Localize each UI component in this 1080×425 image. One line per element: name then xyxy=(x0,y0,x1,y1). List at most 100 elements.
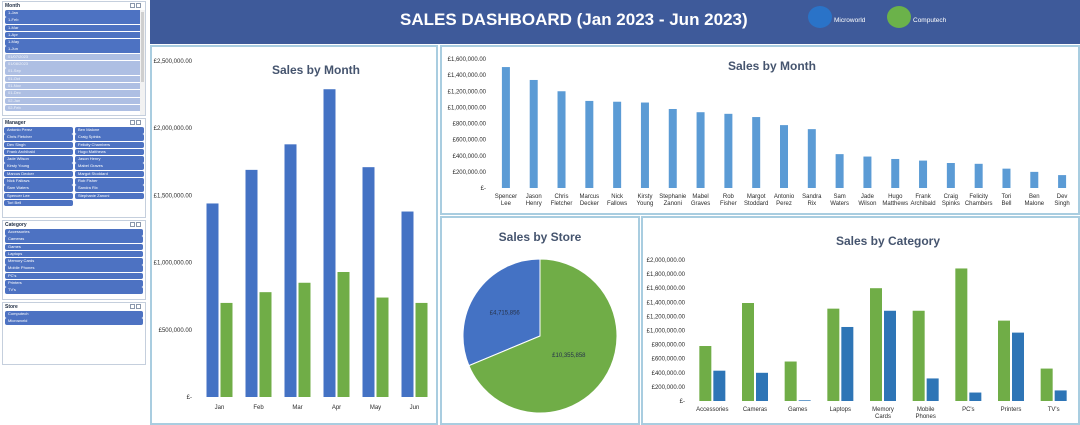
x-tick-label: Sam Waters xyxy=(830,194,849,207)
manager-slicer-item[interactable]: Hugo Matthews xyxy=(75,148,144,156)
category-slicer-item[interactable]: Laptops xyxy=(5,250,143,258)
manager-slicer-item[interactable]: Sandra Rix xyxy=(75,185,144,192)
month-slicer-item[interactable]: 1-Jun xyxy=(5,46,143,53)
bar-microworld xyxy=(401,211,414,397)
manager-slicer-item[interactable]: Dev Singh xyxy=(4,141,73,149)
month-slicer-item[interactable]: 02-Feb xyxy=(5,104,143,112)
manager-slicer-item[interactable]: Kirsty Young xyxy=(4,163,73,170)
bar-microworld xyxy=(756,372,768,401)
x-tick-label: Ben Malone xyxy=(1024,194,1044,207)
manager-slicer-item[interactable]: Antonio Perez xyxy=(4,127,73,134)
multi-select-icon[interactable] xyxy=(130,304,135,309)
month-slicer-item[interactable]: 1-Mar xyxy=(5,24,143,32)
slicer-controls xyxy=(129,3,143,8)
bar-manager xyxy=(835,154,844,188)
month-slicer-item[interactable]: 01/07/2023 xyxy=(5,53,143,61)
month-slicer-item[interactable]: 1-May xyxy=(5,39,143,46)
bar-computech xyxy=(870,288,882,401)
manager-slicer-item[interactable]: Craig Spinks xyxy=(75,134,144,141)
bar-microworld xyxy=(841,326,854,401)
dashboard-header: SALES DASHBOARD (Jan 2023 - Jun 2023) Mi… xyxy=(150,0,1080,44)
x-tick-label: Nick Fallows xyxy=(607,194,627,207)
manager-slicer-item[interactable]: Ben Malone xyxy=(75,127,144,134)
chart-title: Sales by Store xyxy=(499,230,582,244)
manager-slicer-item[interactable]: Tori Bell xyxy=(4,199,73,207)
month-slicer-item[interactable]: 1-Jan xyxy=(5,10,143,17)
bar-computech xyxy=(912,310,925,401)
scrollbar-thumb[interactable] xyxy=(141,12,144,82)
multi-select-icon[interactable] xyxy=(130,120,135,125)
sales-by-manager-chart: Sales by Month £- £200,000.00 £400,000.00 £6… xyxy=(448,57,1070,207)
manager-slicer-item[interactable]: Jade Wilson xyxy=(4,156,73,163)
manager-slicer-item[interactable]: Rob Fisher xyxy=(75,178,144,185)
category-slicer-item[interactable]: Cameras xyxy=(5,236,143,243)
y-tick-label: £800,000.00 xyxy=(453,122,487,128)
manager-slicer-label: Manager xyxy=(5,120,26,126)
manager-slicer-item[interactable]: Spencer Lee xyxy=(4,192,73,200)
month-slicer-item[interactable]: 01-Oct xyxy=(5,75,143,83)
x-tick-label: Jun xyxy=(410,405,420,411)
pie-slice-computech xyxy=(468,258,618,414)
x-tick-label: Jan xyxy=(215,405,225,411)
month-slicer-scrollbar[interactable] xyxy=(140,10,145,115)
clear-filter-icon[interactable] xyxy=(136,304,141,309)
category-slicer-item[interactable]: PC's xyxy=(5,272,143,280)
x-tick-label: Jason Henry xyxy=(526,194,542,207)
x-tick-label: Kirsty Young xyxy=(637,194,654,207)
manager-slicer-item[interactable]: Felicity Chambers xyxy=(75,141,144,149)
x-tick-label: Felicity Chambers xyxy=(965,194,993,207)
sales-by-month-panel: Sales by Month £- £500,000.00 £1,000,000.00… xyxy=(150,45,438,425)
store-slicer-label: Store xyxy=(5,304,18,310)
clear-filter-icon[interactable] xyxy=(136,222,141,227)
month-slicer-item[interactable]: 02-Jan xyxy=(5,97,143,105)
category-slicer-item[interactable]: Accessories xyxy=(5,229,143,236)
y-tick-label: £- xyxy=(187,395,192,401)
manager-slicer-item[interactable]: Stephanie Zanoni xyxy=(75,192,144,200)
month-slicer-item[interactable]: 1-Feb xyxy=(5,17,143,24)
clear-filter-icon[interactable] xyxy=(136,120,141,125)
bar-microworld xyxy=(362,167,375,397)
month-slicer-item[interactable]: 01-Nov xyxy=(5,82,143,90)
manager-slicer-item[interactable]: Marcus Decker xyxy=(4,170,73,178)
x-tick-label: Mabel Graves xyxy=(691,194,710,207)
month-slicer-item[interactable]: 01-Sep xyxy=(5,68,143,75)
manager-slicer-item[interactable]: Frank Archibald xyxy=(4,148,73,156)
bar-microworld xyxy=(798,400,811,401)
manager-slicer-item[interactable]: Jason Henry xyxy=(75,156,144,163)
category-slicer-item[interactable]: Games xyxy=(5,243,143,251)
bar-microworld xyxy=(969,392,982,401)
category-slicer-item[interactable]: Mobile Phones xyxy=(5,265,143,272)
bar-manager xyxy=(752,117,761,188)
bar-computech xyxy=(1040,368,1053,401)
x-tick-label: PC's xyxy=(962,407,974,413)
category-slicer-item[interactable]: Printers xyxy=(5,280,143,287)
y-tick-label: £2,500,000.00 xyxy=(154,59,193,65)
bar-computech xyxy=(298,282,311,397)
multi-select-icon[interactable] xyxy=(130,222,135,227)
sales-by-store-chart: Sales by Store £4,715,856 £10,355,858 xyxy=(462,230,618,414)
x-tick-label: Marcus Decker xyxy=(579,194,599,207)
store-slicer-item[interactable]: Microworld xyxy=(5,318,143,325)
computech-legend-swatch xyxy=(887,6,911,28)
category-slicer-item[interactable]: TV's xyxy=(5,287,143,294)
x-tick-label: Mar xyxy=(292,405,302,411)
month-slicer-item[interactable]: 01/08/2023 xyxy=(5,61,143,68)
month-slicer-item[interactable]: 1-Apr xyxy=(5,31,143,39)
dashboard-title: SALES DASHBOARD (Jan 2023 - Jun 2023) xyxy=(400,10,748,29)
manager-slicer-item[interactable]: Margot Stoddard xyxy=(75,170,144,178)
manager-slicer-item[interactable]: Mabel Graves xyxy=(75,163,144,170)
y-tick-label: £400,000.00 xyxy=(453,154,487,160)
y-tick-label: £1,400,000.00 xyxy=(448,73,487,79)
category-slicer-item[interactable]: Memory Cards xyxy=(5,258,143,265)
month-slicer-item[interactable]: 01-Dec xyxy=(5,90,143,97)
store-slicer-items: Computech Microworld xyxy=(3,311,145,325)
bar-manager xyxy=(585,100,594,188)
manager-slicer-item[interactable]: Nick Fallows xyxy=(4,178,73,185)
manager-slicer-item[interactable]: Sam Waters xyxy=(4,185,73,192)
store-slicer-item[interactable]: Computech xyxy=(5,311,143,318)
manager-slicer-item[interactable]: Chris Fletcher xyxy=(4,134,73,141)
clear-filter-icon[interactable] xyxy=(136,3,141,8)
bar-manager xyxy=(557,91,566,188)
multi-select-icon[interactable] xyxy=(130,3,135,8)
sales-by-month-chart: Sales by Month £- £500,000.00 £1,000,000.00… xyxy=(154,59,428,411)
